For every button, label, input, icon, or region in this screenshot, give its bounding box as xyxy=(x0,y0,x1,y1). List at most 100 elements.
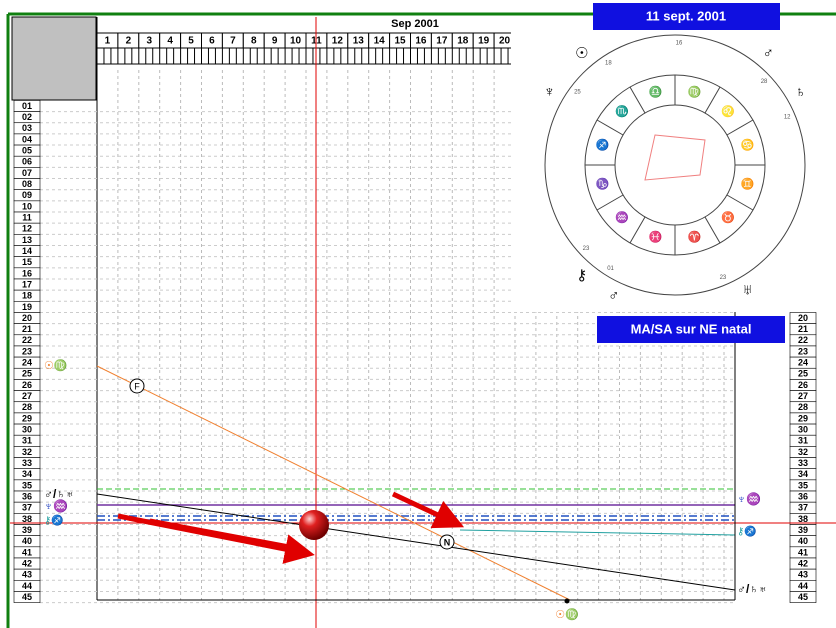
row-label: 38 xyxy=(22,514,32,524)
planet-degree: 23 xyxy=(720,275,727,281)
row-label: 35 xyxy=(798,480,808,490)
sign-divider xyxy=(726,119,754,136)
day-header: 1234567891011121314151617181920 xyxy=(97,32,511,65)
row-label: 27 xyxy=(22,391,32,401)
row-label: 24 xyxy=(22,358,32,368)
planet-degree: 12 xyxy=(784,115,791,121)
row-label: 18 xyxy=(22,291,32,301)
row-label: 43 xyxy=(22,570,32,580)
row-label: 23 xyxy=(22,346,32,356)
row-label: 33 xyxy=(798,458,808,468)
row-label: 39 xyxy=(22,525,32,535)
day-label: 7 xyxy=(230,36,236,47)
row-label: 24 xyxy=(798,358,808,368)
day-label: 3 xyxy=(146,36,152,47)
marker-n-label: N xyxy=(444,537,451,547)
month-label: Sep 2001 xyxy=(391,18,439,30)
glyph: ♂/♄♅ xyxy=(737,582,767,596)
planet-glyph: ⚷ xyxy=(576,267,587,284)
row-label: 22 xyxy=(22,335,32,345)
row-label: 41 xyxy=(798,547,808,557)
aspect xyxy=(644,134,706,181)
date-box xyxy=(593,3,780,30)
day-label: 4 xyxy=(167,36,173,47)
sign-divider xyxy=(596,194,624,211)
day-label: 17 xyxy=(436,36,448,47)
row-label: 12 xyxy=(22,224,32,234)
sign-glyph: ♈ xyxy=(688,230,702,243)
glyph: ♆♒ xyxy=(44,499,68,513)
row-label: 29 xyxy=(22,413,32,423)
row-label: 01 xyxy=(22,101,32,111)
row-label: 22 xyxy=(798,335,808,345)
day-label: 1 xyxy=(105,36,111,47)
day-cell xyxy=(493,32,511,49)
row-label: 17 xyxy=(22,279,32,289)
planet-glyph: ♂ xyxy=(763,45,774,62)
row-label: 42 xyxy=(22,558,32,568)
day-label: 15 xyxy=(394,36,406,47)
row-label: 31 xyxy=(22,436,32,446)
sign-divider xyxy=(726,194,754,211)
row-label: 38 xyxy=(798,514,808,524)
glyph: ☉♍ xyxy=(555,608,579,621)
day-label: 9 xyxy=(272,36,278,47)
day-label: 5 xyxy=(188,36,194,47)
wheel-panel xyxy=(513,17,836,312)
sign-glyph: ♊ xyxy=(741,177,755,190)
sign-divider xyxy=(629,86,646,114)
day-label: 8 xyxy=(251,36,257,47)
row-cell xyxy=(789,591,817,603)
row-label: 23 xyxy=(798,346,808,356)
row-label: 43 xyxy=(798,570,808,580)
row-label: 35 xyxy=(22,480,32,490)
sign-glyph: ♓ xyxy=(649,230,663,243)
planet-degree: 28 xyxy=(761,79,768,85)
row-label: 09 xyxy=(22,190,32,200)
sign-divider xyxy=(596,119,624,136)
row-label: 37 xyxy=(798,503,808,513)
row-label: 15 xyxy=(22,257,32,267)
day-label: 6 xyxy=(209,36,215,47)
sign-glyph: ♌ xyxy=(721,105,735,118)
planet-glyph: ☉ xyxy=(575,45,588,62)
row-label: 08 xyxy=(22,179,32,189)
planet-degree: 01 xyxy=(607,266,614,272)
orange-line xyxy=(96,365,571,601)
marker-f-label: F xyxy=(134,381,140,391)
glyph: ⚷♐ xyxy=(44,514,64,527)
row-label: 19 xyxy=(22,302,32,312)
row-label: 40 xyxy=(22,536,32,546)
row-label: 32 xyxy=(22,447,32,457)
day-label: 13 xyxy=(353,36,365,47)
row-label: 41 xyxy=(22,547,32,557)
sign-divider xyxy=(704,86,721,114)
planet-glyph: ♄ xyxy=(795,83,806,100)
row-label: 32 xyxy=(798,447,808,457)
row-label: 36 xyxy=(798,491,808,501)
glyph: ♂/♄♅ xyxy=(44,487,74,501)
marker-n xyxy=(439,534,455,550)
row-label: 13 xyxy=(22,235,32,245)
day-label: 14 xyxy=(374,36,386,47)
planet-glyph: ♂ xyxy=(608,287,619,304)
sign-glyph: ♋ xyxy=(741,138,755,151)
day-label: 18 xyxy=(457,36,469,47)
date-label: 11 sept. 2001 xyxy=(646,8,726,23)
row-label: 27 xyxy=(798,391,808,401)
arrow xyxy=(149,518,301,550)
dot xyxy=(564,598,570,604)
row-label: 45 xyxy=(798,592,808,602)
sign-glyph: ♉ xyxy=(721,211,735,224)
row-label: 20 xyxy=(798,313,808,323)
sign-divider xyxy=(704,216,721,244)
row-label: 21 xyxy=(22,324,32,334)
row-label: 45 xyxy=(22,592,32,602)
row-label: 29 xyxy=(798,413,808,423)
wheel-ring xyxy=(544,34,806,296)
glyph: ♆♒ xyxy=(737,492,761,506)
sign-glyph: ♏ xyxy=(615,105,629,118)
